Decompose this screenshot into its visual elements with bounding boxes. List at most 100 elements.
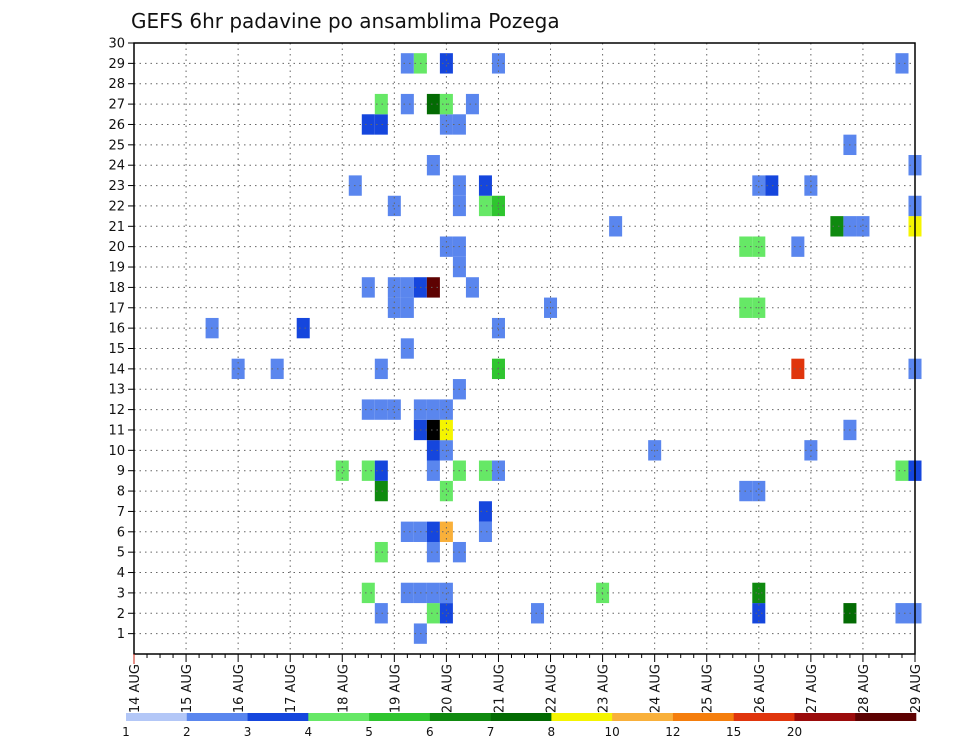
colorbar-segment [186,713,248,721]
y-tick-label: 13 [108,383,125,398]
colorbar-segment [429,713,491,721]
colorbar-label: 10 [605,725,620,739]
heatmap-cell [335,460,349,481]
heatmap-cell [361,399,375,420]
colorbar-label: 5 [365,725,373,739]
heatmap-cell [400,277,414,298]
colorbar-label: 2 [183,725,191,739]
heatmap-cell [752,480,766,502]
heatmap-cell [361,460,375,481]
heatmap-cell [374,399,388,420]
x-tick-label: 16 AUG [232,664,247,713]
heatmap-cell [895,603,909,624]
colorbar-segment [733,713,795,721]
y-tick-label: 3 [117,586,125,601]
heatmap-cell [296,317,310,339]
x-tick-label: 19 AUG [388,664,403,713]
colorbar-label: 12 [665,725,680,739]
x-tick-label: 17 AUG [284,664,299,713]
y-tick-label: 15 [108,342,125,357]
heatmap-cell [400,338,414,359]
y-tick-label: 16 [108,322,125,337]
colorbar-label: 1 [122,725,130,739]
y-tick-label: 11 [108,423,125,438]
heatmap-cell [439,480,453,502]
y-tick-label: 24 [108,159,125,174]
y-tick-label: 26 [108,118,125,133]
heatmap-cell [400,297,414,318]
y-tick-label: 20 [108,240,125,255]
colorbar-label: 3 [244,725,252,739]
y-tick-label: 30 [108,37,125,52]
heatmap-cell [791,236,805,257]
heatmap-cell [400,53,414,74]
y-tick-label: 17 [108,301,125,316]
colorbar-segment [369,713,431,721]
x-tick-label: 15 AUG [180,664,195,713]
heatmap-cell [400,582,414,604]
y-tick-label: 2 [117,607,125,622]
colorbar-label: 15 [726,725,741,739]
x-tick-label: 23 AUG [597,664,612,713]
colorbar: 1 2 3 4 5 6 7 8 10 12 15 20 [122,713,917,739]
heatmap-cell [387,399,401,420]
heatmap-cell [478,175,492,196]
y-tick-label: 5 [117,546,125,561]
heatmap-cell [439,582,453,604]
colorbar-label: 20 [787,725,802,739]
x-tick-label: 20 AUG [440,664,455,713]
y-tick-label: 25 [108,138,125,153]
colorbar-segment [855,713,917,721]
heatmap-cell [426,277,440,298]
heatmap-cell [426,541,440,563]
axes-layer: 1234567891011121314151617181920212223242… [108,37,924,714]
x-tick-label: 26 AUG [753,664,768,713]
heatmap-cell [374,114,388,135]
colorbar-segment [612,713,674,721]
y-tick-label: 8 [117,485,125,500]
heatmap-cell [531,603,545,624]
heatmap-cell [361,582,375,604]
y-tick-label: 10 [108,444,125,459]
heatmap-cell [361,114,375,135]
colorbar-segment [672,713,734,721]
heatmap-cell [387,277,401,298]
heatmap-cell [426,603,440,624]
heatmap-cell [478,501,492,522]
y-tick-label: 18 [108,281,125,296]
heatmap-cell [374,460,388,481]
heatmap-cell [426,419,440,441]
heatmap-cell [791,358,805,380]
heatmap-cell [387,195,401,217]
heatmap-cell [426,521,440,542]
colorbar-segment [551,713,613,721]
colorbar-label: 7 [487,725,495,739]
y-tick-label: 6 [117,525,125,540]
heatmap-cell [895,53,909,74]
y-tick-label: 27 [108,98,125,113]
x-tick-label: 21 AUG [492,664,507,713]
colorbar-segment [247,713,309,721]
heatmap-cell [374,541,388,563]
y-tick-label: 9 [117,464,125,479]
colorbar-segment [308,713,370,721]
heatmap-cell [465,93,479,115]
y-tick-label: 21 [108,220,125,235]
heatmap-cell [361,277,375,298]
heatmap-cell [374,480,388,502]
heatmap-cell [400,93,414,115]
x-tick-label: 14 AUG [128,664,143,713]
y-tick-label: 19 [108,261,125,276]
heatmap-cell [765,175,779,196]
y-tick-label: 1 [117,627,125,642]
y-tick-label: 22 [108,199,125,214]
heatmap-cell [752,175,766,196]
x-tick-label: 22 AUG [545,664,560,713]
y-tick-label: 4 [117,566,125,581]
colorbar-segment [490,713,552,721]
heatmap-cell [895,460,909,481]
y-tick-label: 14 [108,362,125,377]
heatmap-cell [465,277,479,298]
